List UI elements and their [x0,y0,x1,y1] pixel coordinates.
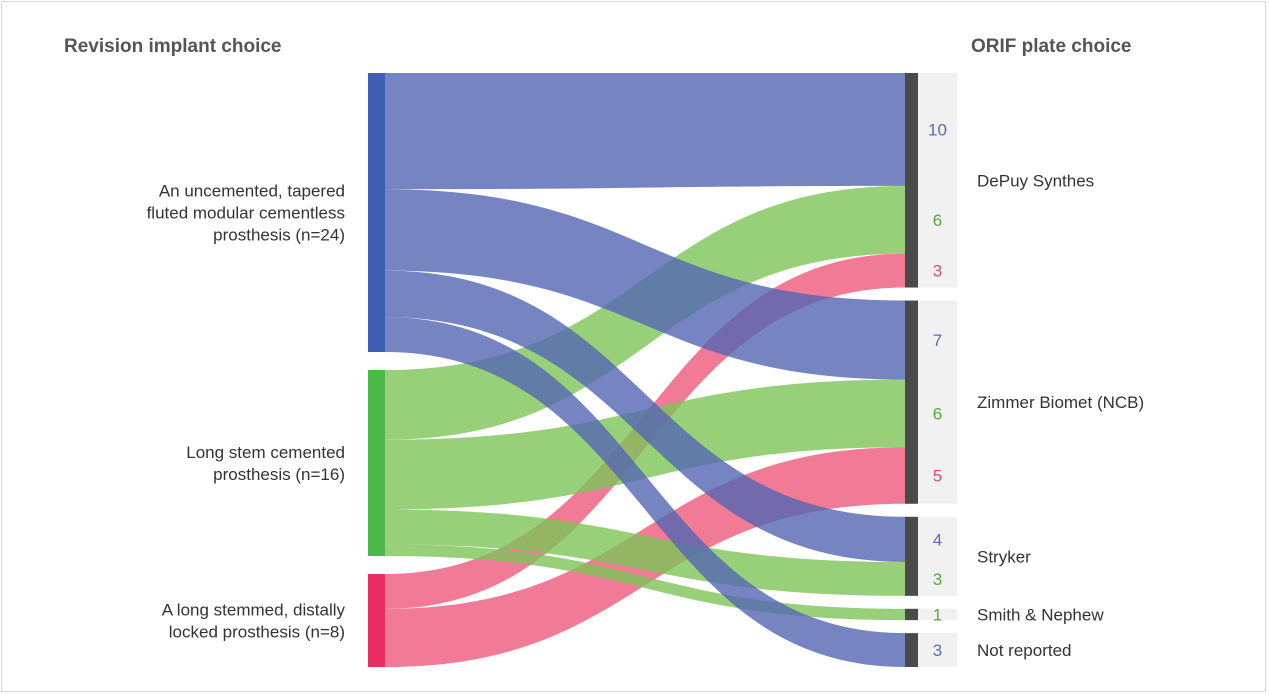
source-label-cem: Long stem cemented prosthesis (n=16) [186,443,345,484]
source-label-lock: A long stemmed, distally locked prosthesi… [162,601,346,642]
value-label-unc-nr: 3 [933,641,942,660]
value-label-cem-depuy: 6 [933,211,942,230]
link-unc-zimmer [385,189,905,380]
target-bar-zimmer [905,300,918,504]
link-cem-stryker [385,509,905,596]
source-label-unc: An uncemented, tapered fluted modular cem… [147,182,345,245]
target-bar-nr [905,633,918,667]
source-bar-unc [368,73,385,352]
target-label-stryker: Stryker [977,547,1031,566]
value-label-unc-depuy: 10 [928,120,947,139]
value-label-unc-stryker: 4 [933,530,942,549]
value-label-cem-smith: 1 [933,605,942,624]
node-bars [368,73,918,667]
target-panel-depuy [918,73,957,288]
target-panel-nr [918,633,957,667]
source-bar-lock [368,574,385,667]
link-unc-stryker [385,270,905,562]
labels: Revision implant choice ORIF plate choic… [64,36,1144,660]
link-unc-nr [385,317,905,667]
target-panel-stryker [918,516,957,596]
link-cem-smith [385,544,905,621]
value-label-lock-depuy: 3 [933,262,942,281]
target-bar-stryker [905,516,918,596]
target-bar-depuy [905,73,918,288]
target-bar-smith [905,608,918,621]
target-label-nr: Not reported [977,641,1072,660]
target-panel-smith [918,608,957,621]
value-label-cem-zimmer: 6 [933,404,942,423]
value-label-lock-zimmer: 5 [933,467,942,486]
target-label-zimmer: Zimmer Biomet (NCB) [977,393,1144,412]
target-label-smith: Smith & Nephew [977,605,1104,624]
link-unc-depuy [385,73,905,190]
target-panel-zimmer [918,300,957,504]
flow-links [385,73,905,667]
target-panels [918,73,957,667]
value-label-cem-stryker: 3 [933,570,942,589]
source-bar-cem [368,370,385,556]
link-cem-zimmer [385,379,905,510]
value-label-unc-zimmer: 7 [933,331,942,350]
right-heading: ORIF plate choice [971,36,1131,57]
left-heading: Revision implant choice [64,36,282,57]
target-label-depuy: DePuy Synthes [977,171,1094,190]
